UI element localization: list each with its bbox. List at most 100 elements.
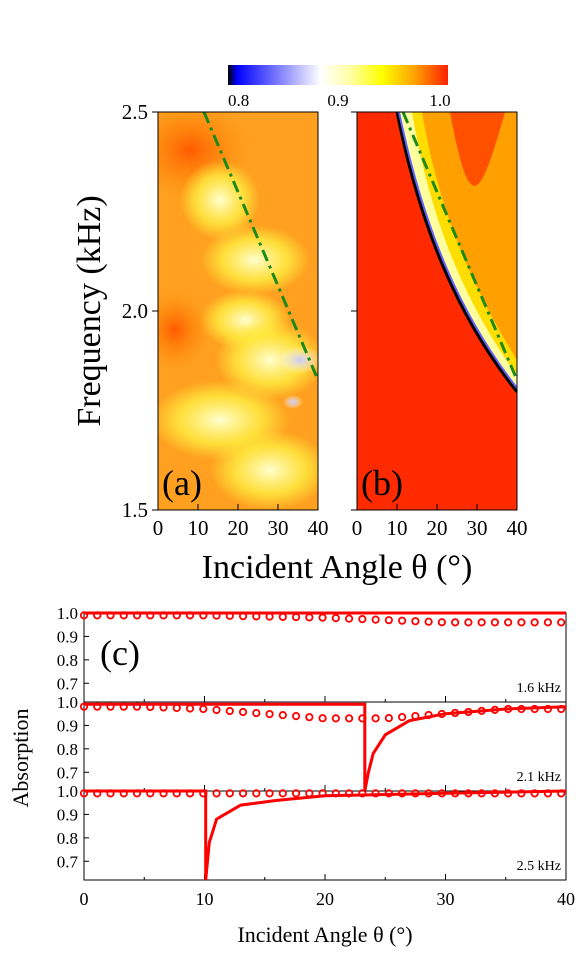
measured-point [344, 714, 354, 723]
measured-point [132, 789, 142, 798]
panel-a-label: (a) [162, 463, 202, 503]
x-tick-label: 10 [188, 516, 209, 540]
frequency-label: 2.5 kHz [517, 859, 561, 874]
measured-point [278, 711, 287, 720]
measured-point [265, 612, 274, 621]
measured-point [490, 618, 500, 627]
panel-c-plot: 0.7 0.8 0.9 1.0 1.6 kHz 0.7 0.8 0.9 1.0 2.1 kHz 0.… [57, 604, 575, 909]
measured-point [411, 789, 420, 798]
measured-point [398, 789, 407, 798]
subplot-frame [83, 790, 567, 881]
measured-point [238, 611, 248, 621]
measured-point [79, 611, 89, 620]
measured-point [451, 708, 460, 718]
measured-point [384, 789, 393, 798]
y-tick-label: 0.9 [57, 805, 78, 824]
measured-point [358, 789, 367, 798]
y-tick-label: 2.0 [122, 299, 148, 323]
measured-point [291, 712, 301, 721]
frequency-axis-label: Frequency (kHz) [71, 195, 108, 426]
measured-point [185, 611, 195, 620]
measured-point [238, 707, 248, 717]
measured-point [477, 618, 486, 627]
measured-point [437, 618, 446, 627]
x-tick-label: 30 [268, 516, 289, 540]
incident-angle-axis-label: Incident Angle θ (°) [202, 549, 473, 586]
measured-point [358, 615, 367, 624]
x-tick-label: 40 [507, 516, 528, 540]
panel-b-blue-curve [398, 112, 517, 389]
measured-point [398, 712, 407, 722]
panel-a-heatmap [158, 112, 318, 510]
measured-point [411, 711, 420, 721]
measured-point [106, 611, 115, 620]
measured-point [504, 704, 513, 714]
measured-point [318, 613, 327, 622]
panel-c-label: (c) [100, 633, 140, 673]
colorbar-tick: 0.8 [228, 91, 249, 110]
y-tick-label: 0.9 [57, 716, 78, 735]
measured-point [424, 710, 433, 720]
measured-point [464, 707, 473, 717]
measured-point [517, 789, 526, 798]
measured-point [93, 611, 102, 620]
measured-point [119, 789, 128, 798]
measured-point [517, 704, 526, 714]
measured-point [79, 789, 89, 798]
x-tick-label: 20 [316, 889, 334, 909]
measured-point [451, 789, 460, 798]
colorbar-tick: 0.9 [327, 91, 348, 110]
panel-a: (a) 0 10 20 30 40 1.5 2.0 2.5 [122, 100, 329, 540]
colorbar: 0.8 0.9 1.0 [228, 65, 451, 110]
measured-point [504, 789, 513, 798]
measured-point [464, 618, 473, 627]
measured-point [530, 704, 539, 714]
panel-b-heatmap [357, 112, 517, 510]
measured-point [278, 789, 287, 798]
y-tick-label: 0.8 [57, 651, 78, 670]
measured-point [477, 706, 486, 716]
colorbar-gradient [228, 65, 448, 85]
measured-point [106, 789, 115, 798]
measured-point [504, 618, 513, 627]
measured-point [291, 613, 301, 622]
x-tick-label: 10 [387, 516, 408, 540]
measured-point [318, 714, 327, 723]
measured-point [543, 704, 553, 714]
measured-point [185, 789, 195, 798]
panel-b-dashed-line [401, 112, 517, 381]
measured-point [132, 611, 142, 620]
measured-point [252, 708, 261, 718]
measured-point [344, 789, 354, 798]
measured-point [238, 789, 248, 798]
measured-point [225, 789, 234, 798]
measured-point [291, 789, 301, 798]
measured-point [159, 789, 168, 798]
x-tick-label: 20 [427, 516, 448, 540]
measured-point [543, 618, 553, 627]
measured-point [530, 789, 539, 798]
measured-point [132, 702, 142, 711]
measured-point [159, 611, 168, 620]
measured-point [225, 706, 234, 716]
measured-point [543, 789, 553, 798]
frequency-label: 1.6 kHz [517, 681, 561, 696]
y-tick-label: 1.5 [122, 498, 148, 522]
measured-point [371, 714, 380, 723]
measured-point [146, 789, 155, 798]
measured-point [305, 713, 314, 722]
y-tick-label: 1.0 [57, 693, 78, 712]
measured-point [424, 789, 433, 798]
frequency-label: 2.1 kHz [517, 770, 561, 785]
y-tick-label: 1.0 [57, 604, 78, 623]
measured-point [199, 611, 208, 620]
measured-point [212, 705, 221, 715]
theory-curve [84, 702, 567, 792]
measured-point [199, 704, 208, 714]
measured-point [93, 789, 102, 798]
measured-point [477, 789, 486, 798]
measured-point [557, 618, 566, 627]
measured-point [371, 615, 380, 624]
measured-point [172, 611, 181, 620]
measured-point [437, 709, 446, 719]
